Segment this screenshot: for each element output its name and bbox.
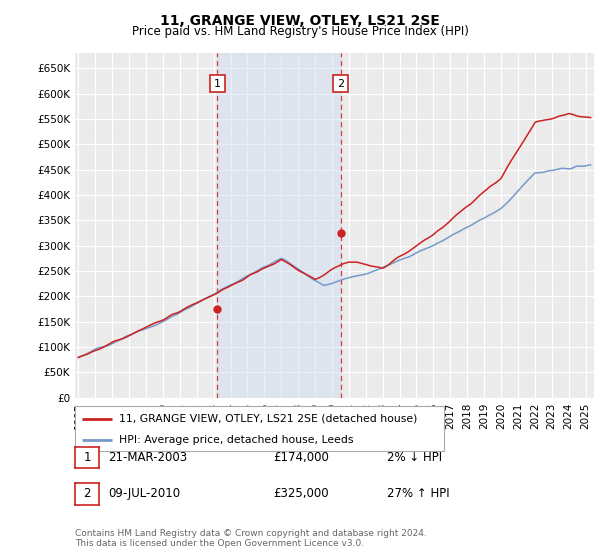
Text: 27% ↑ HPI: 27% ↑ HPI	[387, 487, 449, 501]
Text: 1: 1	[83, 451, 91, 464]
Text: £325,000: £325,000	[273, 487, 329, 501]
Text: Price paid vs. HM Land Registry's House Price Index (HPI): Price paid vs. HM Land Registry's House …	[131, 25, 469, 38]
Text: 21-MAR-2003: 21-MAR-2003	[108, 451, 187, 464]
Text: 09-JUL-2010: 09-JUL-2010	[108, 487, 180, 501]
Bar	[217, 53, 341, 398]
Text: 1: 1	[214, 78, 221, 88]
Text: 2: 2	[337, 78, 344, 88]
Text: 2: 2	[83, 487, 91, 501]
Text: 11, GRANGE VIEW, OTLEY, LS21 2SE (detached house): 11, GRANGE VIEW, OTLEY, LS21 2SE (detach…	[119, 413, 418, 423]
Text: HPI: Average price, detached house, Leeds: HPI: Average price, detached house, Leed…	[119, 435, 354, 445]
Text: Contains HM Land Registry data © Crown copyright and database right 2024.
This d: Contains HM Land Registry data © Crown c…	[75, 529, 427, 548]
Text: £174,000: £174,000	[273, 451, 329, 464]
Text: 11, GRANGE VIEW, OTLEY, LS21 2SE: 11, GRANGE VIEW, OTLEY, LS21 2SE	[160, 14, 440, 28]
Text: 2% ↓ HPI: 2% ↓ HPI	[387, 451, 442, 464]
